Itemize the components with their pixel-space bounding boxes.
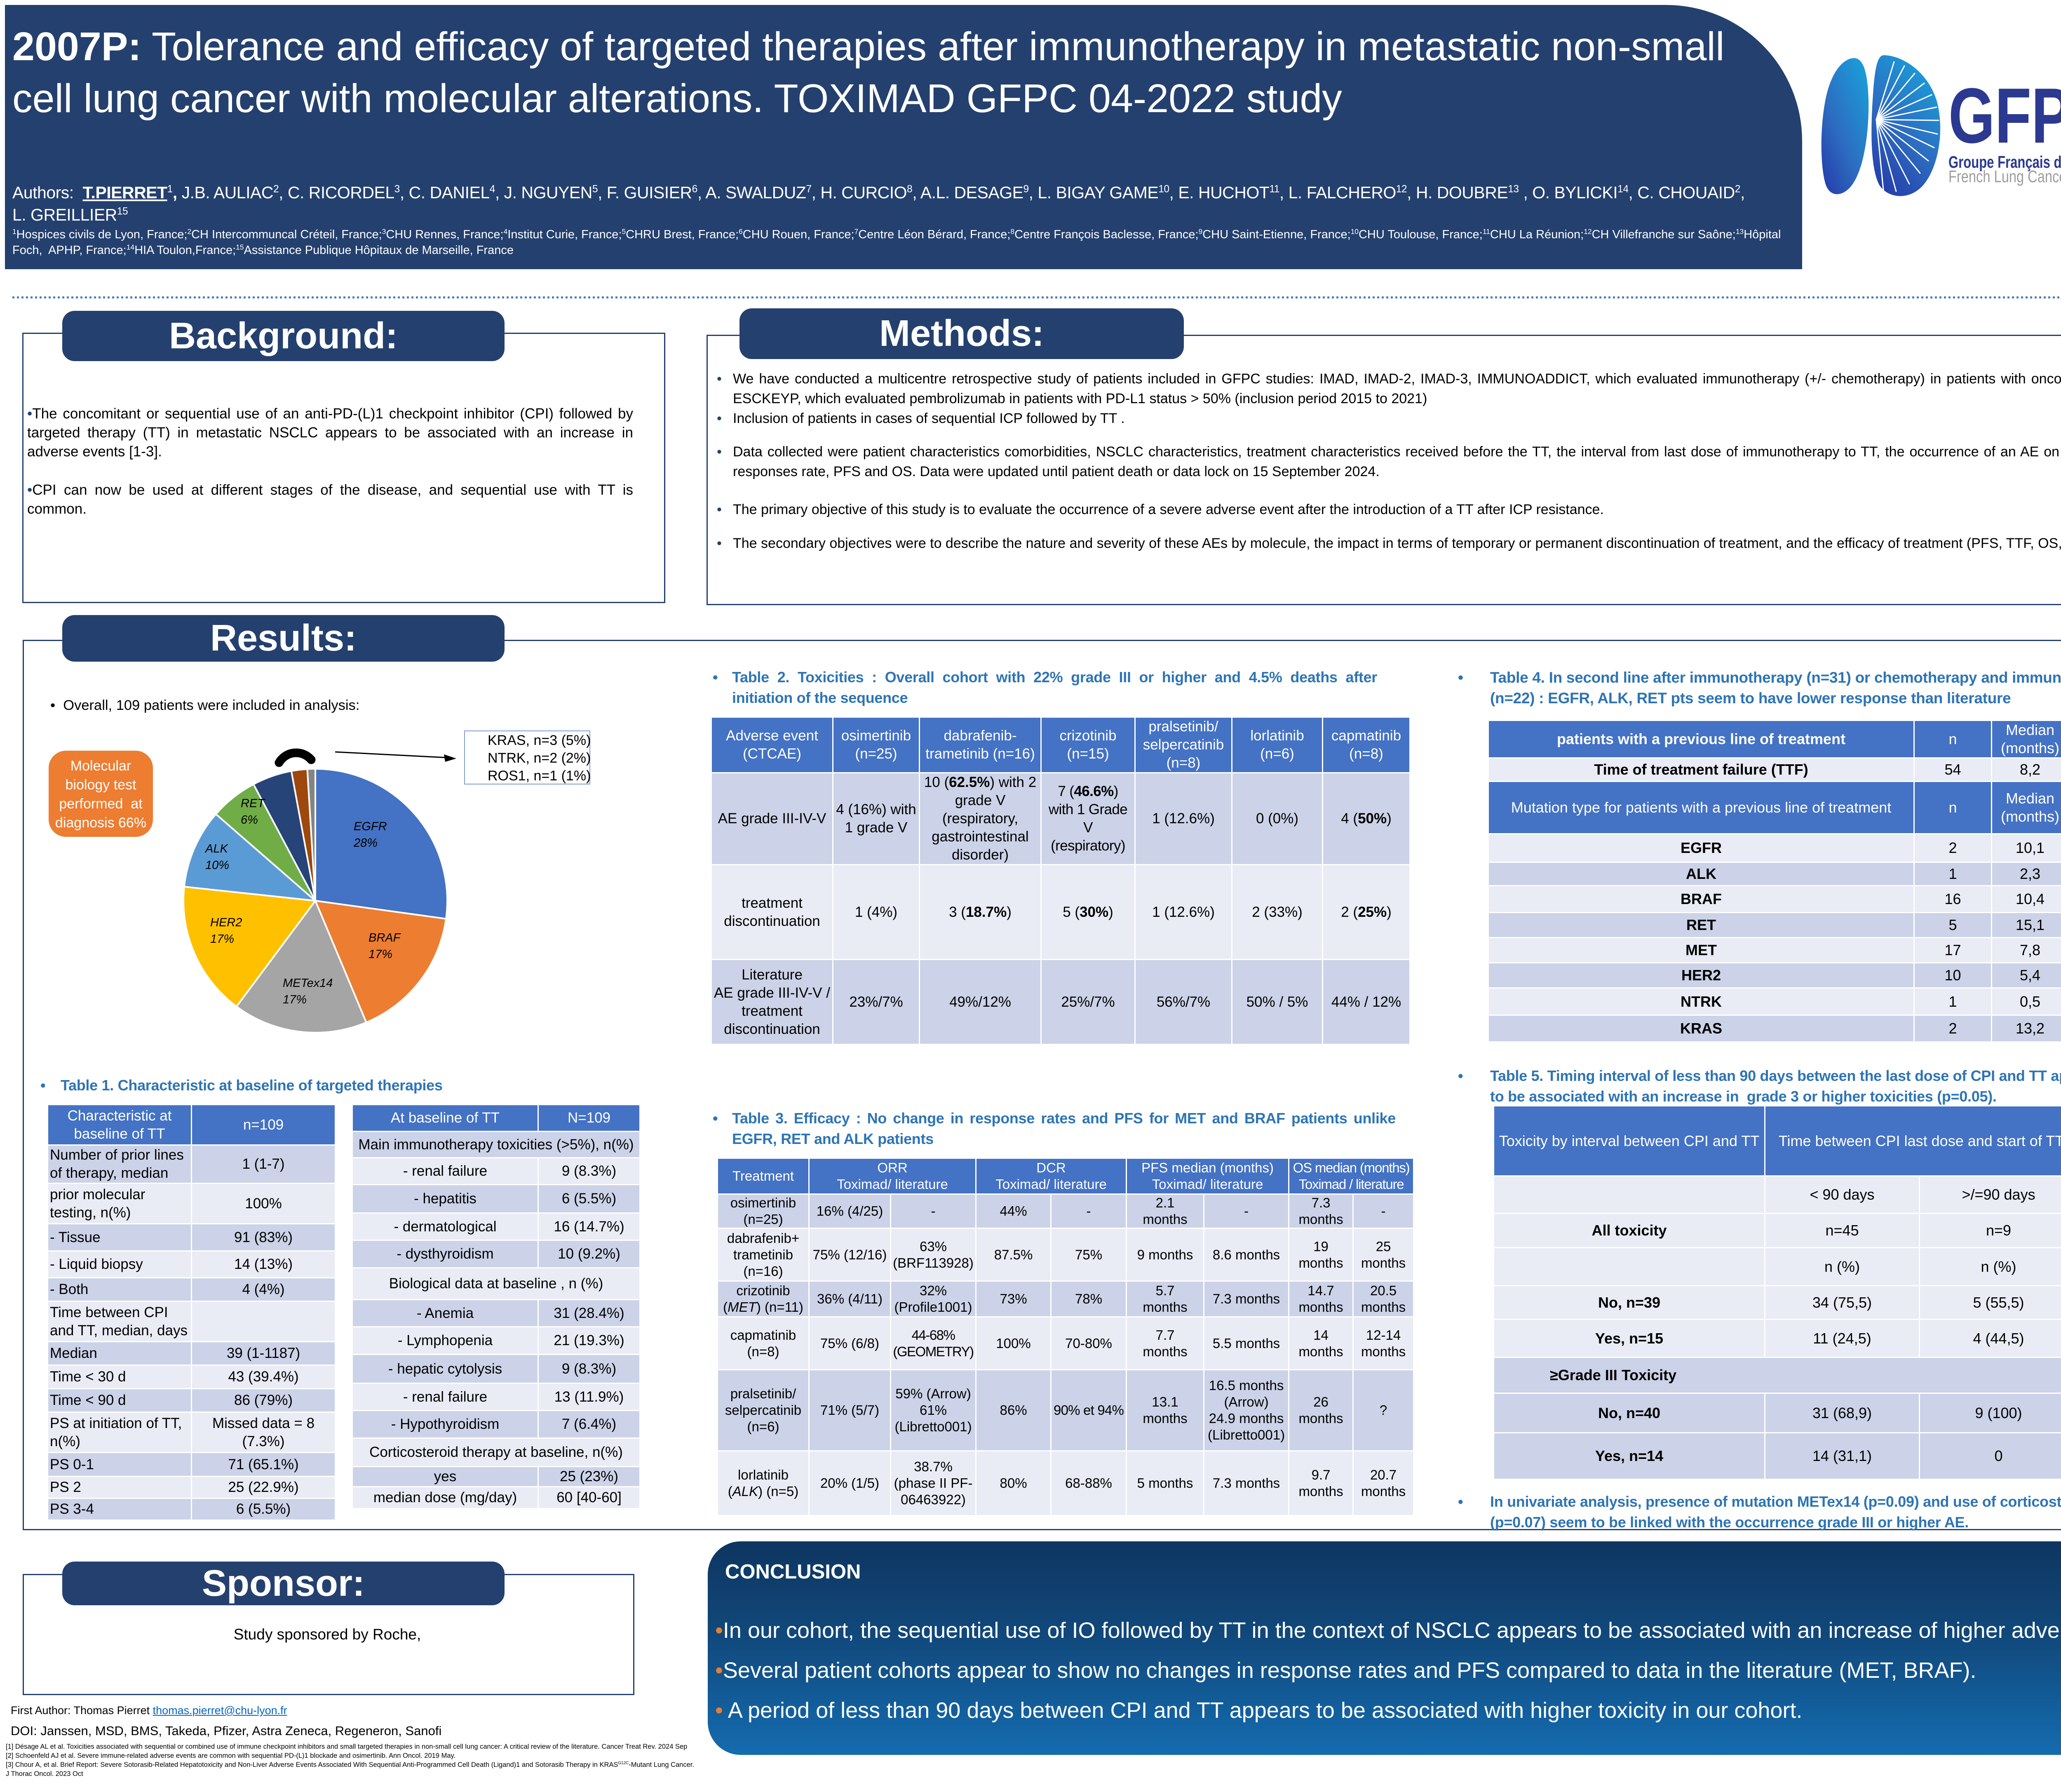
svg-text:French Lung Cancer Group: French Lung Cancer Group — [1948, 167, 2061, 186]
svg-text:BRAF: BRAF — [369, 931, 401, 944]
svg-text:10%: 10% — [205, 859, 229, 872]
svg-text:6%: 6% — [241, 813, 258, 827]
svg-text:17%: 17% — [283, 993, 307, 1006]
svg-text:RET: RET — [241, 797, 265, 810]
svg-text:METex14: METex14 — [283, 977, 333, 990]
svg-text:17%: 17% — [369, 948, 392, 961]
svg-text:28%: 28% — [353, 836, 378, 850]
svg-text:17%: 17% — [210, 932, 234, 946]
svg-text:EGFR: EGFR — [354, 820, 387, 833]
svg-text:HER2: HER2 — [210, 916, 242, 929]
svg-text:ALK: ALK — [204, 842, 228, 855]
svg-text:Groupe Français de Pneumo-Canc: Groupe Français de Pneumo-Cancérologie — [1948, 153, 2061, 171]
svg-text:GFPC: GFPC — [1948, 72, 2061, 160]
